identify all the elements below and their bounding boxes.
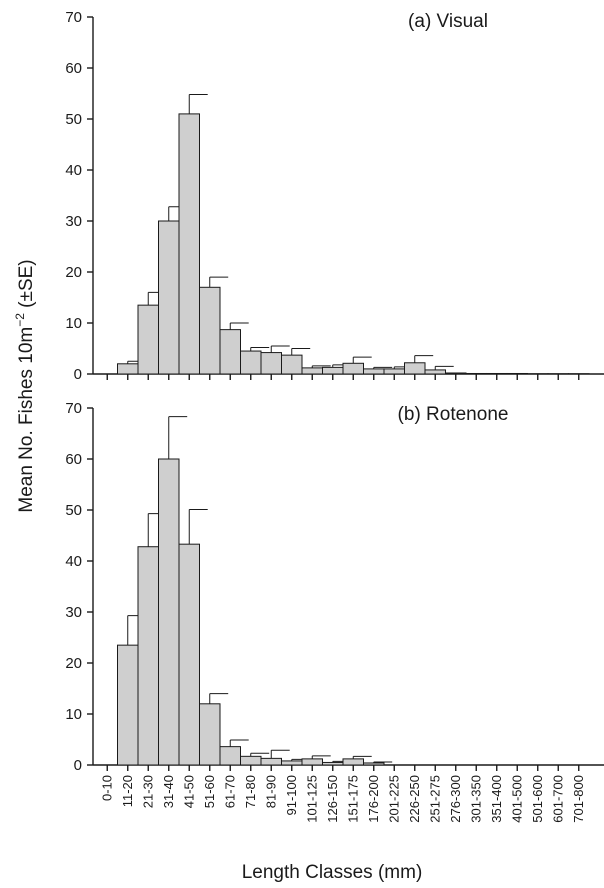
bar xyxy=(281,760,303,766)
bar xyxy=(301,367,323,375)
y-tick-label: 10 xyxy=(65,315,82,332)
y-tick-label: 30 xyxy=(65,604,82,621)
bar xyxy=(445,372,467,375)
x-category-label: 501-600 xyxy=(530,775,545,823)
x-category-label: 91-100 xyxy=(284,775,299,815)
bar xyxy=(199,703,221,766)
x-category-label: 401-500 xyxy=(509,775,524,823)
y-tick-label: 40 xyxy=(65,553,82,570)
bar xyxy=(322,761,344,766)
panel-visual: 0 10 20 30 40 50 60 70 (a) Visual xyxy=(65,9,604,383)
y-tick-label: 10 xyxy=(65,706,82,723)
bar xyxy=(342,362,364,375)
y-tick-label: 60 xyxy=(65,60,82,77)
x-category-label: 151-175 xyxy=(345,775,360,823)
x-category-label: 351-400 xyxy=(489,775,504,823)
bar xyxy=(424,369,446,375)
bar xyxy=(322,366,344,375)
y-tick-label: 40 xyxy=(65,162,82,179)
y-tick-label: 0 xyxy=(74,366,82,383)
x-category-label: 126-150 xyxy=(325,775,340,823)
x-category-label: 176-200 xyxy=(366,775,381,823)
y-tick-label: 50 xyxy=(65,502,82,519)
x-category-label: 11-20 xyxy=(120,775,135,807)
panel-title: (a) Visual xyxy=(408,11,488,32)
x-category-label: 61-70 xyxy=(222,775,237,808)
bar xyxy=(219,329,241,375)
x-category-label: 101-125 xyxy=(304,775,319,823)
bar xyxy=(137,546,159,766)
bar xyxy=(158,220,180,375)
y-tick-label: 70 xyxy=(65,9,82,26)
bar xyxy=(158,458,180,766)
bar xyxy=(301,758,323,766)
bar xyxy=(404,362,426,375)
bar xyxy=(240,755,262,766)
x-category-label: 251-275 xyxy=(427,775,442,823)
panel-title: (b) Rotenone xyxy=(398,404,509,425)
x-category-label: 601-700 xyxy=(550,775,565,823)
bar xyxy=(199,286,221,375)
bar xyxy=(178,113,200,375)
x-category-label: 81-90 xyxy=(263,775,278,808)
y-axis-title-main: Mean No. Fishes 10m xyxy=(16,327,37,513)
y-tick-label: 50 xyxy=(65,111,82,128)
bar xyxy=(281,354,303,375)
panel-rotenone: 0 10 20 30 40 50 60 70 (b) Rotenone xyxy=(65,400,604,774)
y-tick-label: 0 xyxy=(74,757,82,774)
y-tick-label: 70 xyxy=(65,400,82,417)
bar xyxy=(117,644,139,766)
bar xyxy=(117,363,139,375)
bar xyxy=(137,304,159,375)
x-category-label: 41-50 xyxy=(181,775,196,808)
x-axis-title: Length Classes (mm) xyxy=(242,862,423,883)
x-category-label: 71-80 xyxy=(243,775,258,808)
bar xyxy=(260,757,282,766)
x-category-label: 276-300 xyxy=(448,775,463,823)
bar xyxy=(465,372,487,375)
bar xyxy=(178,543,200,766)
bar xyxy=(363,368,385,375)
x-category-label: 51-60 xyxy=(202,775,217,808)
bar xyxy=(363,762,385,766)
x-category-label: 21-30 xyxy=(140,775,155,808)
bar xyxy=(486,372,508,375)
y-axis-title: Mean No. Fishes 10m−2 (±SE) xyxy=(13,259,37,512)
x-category-label: 0-10 xyxy=(99,775,114,801)
y-tick-label: 60 xyxy=(65,451,82,468)
y-tick-label: 20 xyxy=(65,264,82,281)
bar xyxy=(219,746,241,766)
y-tick-label: 20 xyxy=(65,655,82,672)
bar xyxy=(260,352,282,375)
y-axis-title-superscript: −2 xyxy=(13,313,27,327)
y-tick-label: 30 xyxy=(65,213,82,230)
x-category-label: 701-800 xyxy=(571,775,586,823)
x-category-label: 226-250 xyxy=(407,775,422,823)
bar xyxy=(240,350,262,375)
bar xyxy=(506,372,528,375)
bar xyxy=(383,368,405,375)
x-category-label: 201-225 xyxy=(386,775,401,823)
x-category-label: 31-40 xyxy=(161,775,176,808)
y-axis-title-suffix: (±SE) xyxy=(16,259,37,313)
x-category-label: 301-350 xyxy=(468,775,483,823)
bar xyxy=(342,758,364,766)
